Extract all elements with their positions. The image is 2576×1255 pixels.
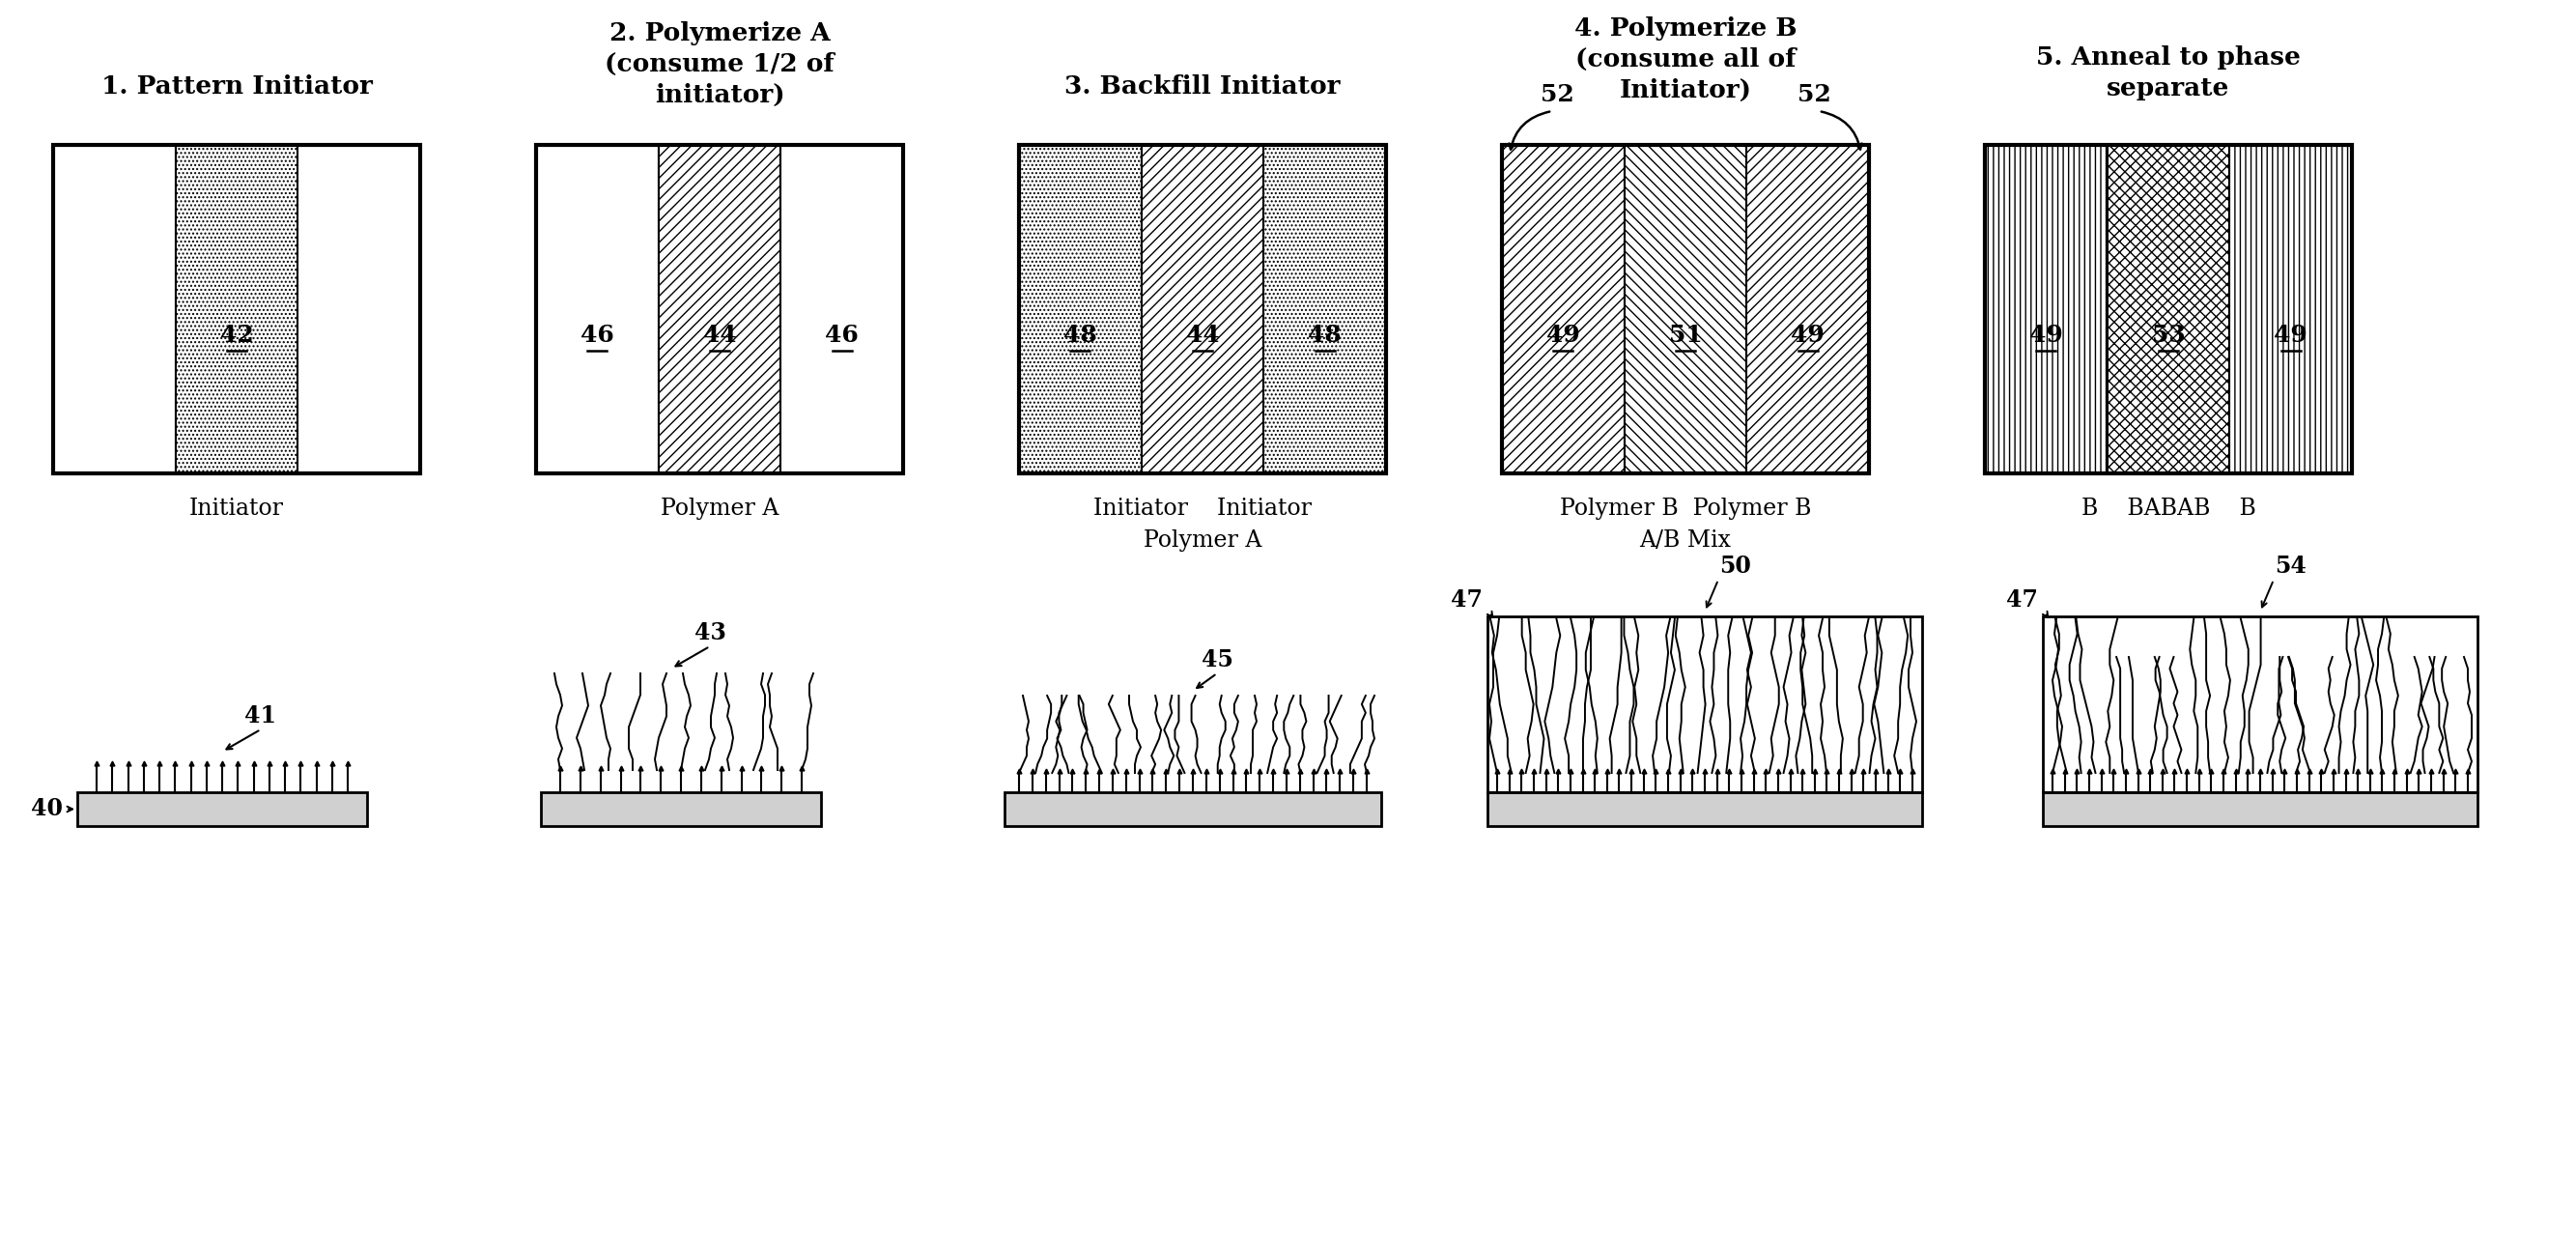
Text: Polymer B  Polymer B: Polymer B Polymer B [1558,497,1811,520]
Text: 42: 42 [219,324,252,348]
Bar [659,144,781,473]
Bar [54,144,175,473]
Bar [536,144,904,473]
Text: 49: 49 [2030,324,2063,348]
Bar [54,144,420,473]
Text: 47: 47 [1450,589,1484,611]
Bar [536,144,659,473]
Text: 40: 40 [31,797,62,821]
Bar [1020,144,1141,473]
Text: Polymer A: Polymer A [659,497,778,520]
Bar [1986,144,2107,473]
Text: 46: 46 [580,324,613,348]
Text: 52: 52 [1540,83,1574,107]
Bar [1625,144,1747,473]
Bar [1141,144,1265,473]
Bar [1486,792,1922,826]
Text: 45: 45 [1200,649,1234,671]
Text: B    BABAB    B: B BABAB B [2081,497,2257,520]
Text: A/B Mix: A/B Mix [1641,530,1731,552]
Text: 52: 52 [1798,83,1832,107]
Text: 43: 43 [693,621,726,644]
Bar [2043,792,2478,826]
Bar [54,144,420,473]
Bar [1020,144,1386,473]
Text: 44: 44 [703,324,737,348]
Bar [1020,144,1386,473]
Bar [1502,144,1625,473]
Text: 48: 48 [1309,324,1342,348]
Text: 50: 50 [1718,555,1752,577]
Bar [1747,144,1870,473]
Text: 2. Polymerize A
(consume 1/2 of
initiator): 2. Polymerize A (consume 1/2 of initiato… [605,21,835,107]
Text: Initiator: Initiator [188,497,283,520]
Text: 47: 47 [2007,589,2038,611]
Text: 1. Pattern Initiator: 1. Pattern Initiator [100,74,374,99]
Bar [1502,144,1870,473]
Bar [1986,144,2352,473]
Text: 5. Anneal to phase
separate: 5. Anneal to phase separate [2035,45,2300,100]
Text: Initiator    Initiator: Initiator Initiator [1092,497,1311,520]
Bar [299,144,420,473]
Bar [2231,144,2352,473]
Bar [541,792,822,826]
Bar [77,792,366,826]
Bar [1265,144,1386,473]
Bar [536,144,904,473]
Text: 4. Polymerize B
(consume all of
Initiator): 4. Polymerize B (consume all of Initiato… [1574,16,1798,103]
Bar [1502,144,1870,473]
Text: 51: 51 [1669,324,1703,348]
Text: 54: 54 [2275,555,2306,577]
Bar [1986,144,2352,473]
Text: 44: 44 [1185,324,1218,348]
Text: 48: 48 [1064,324,1097,348]
Text: 3. Backfill Initiator: 3. Backfill Initiator [1064,74,1340,99]
Text: 53: 53 [2151,324,2184,348]
Text: Polymer A: Polymer A [1144,530,1262,552]
Text: 41: 41 [245,704,276,728]
Text: 49: 49 [1790,324,1824,348]
Bar [781,144,904,473]
Bar [1005,792,1381,826]
Text: 49: 49 [1546,324,1579,348]
Bar [1486,616,1922,792]
Bar [2107,144,2231,473]
Bar [175,144,299,473]
Text: 49: 49 [2275,324,2308,348]
Text: 46: 46 [824,324,858,348]
Bar [2043,616,2478,792]
